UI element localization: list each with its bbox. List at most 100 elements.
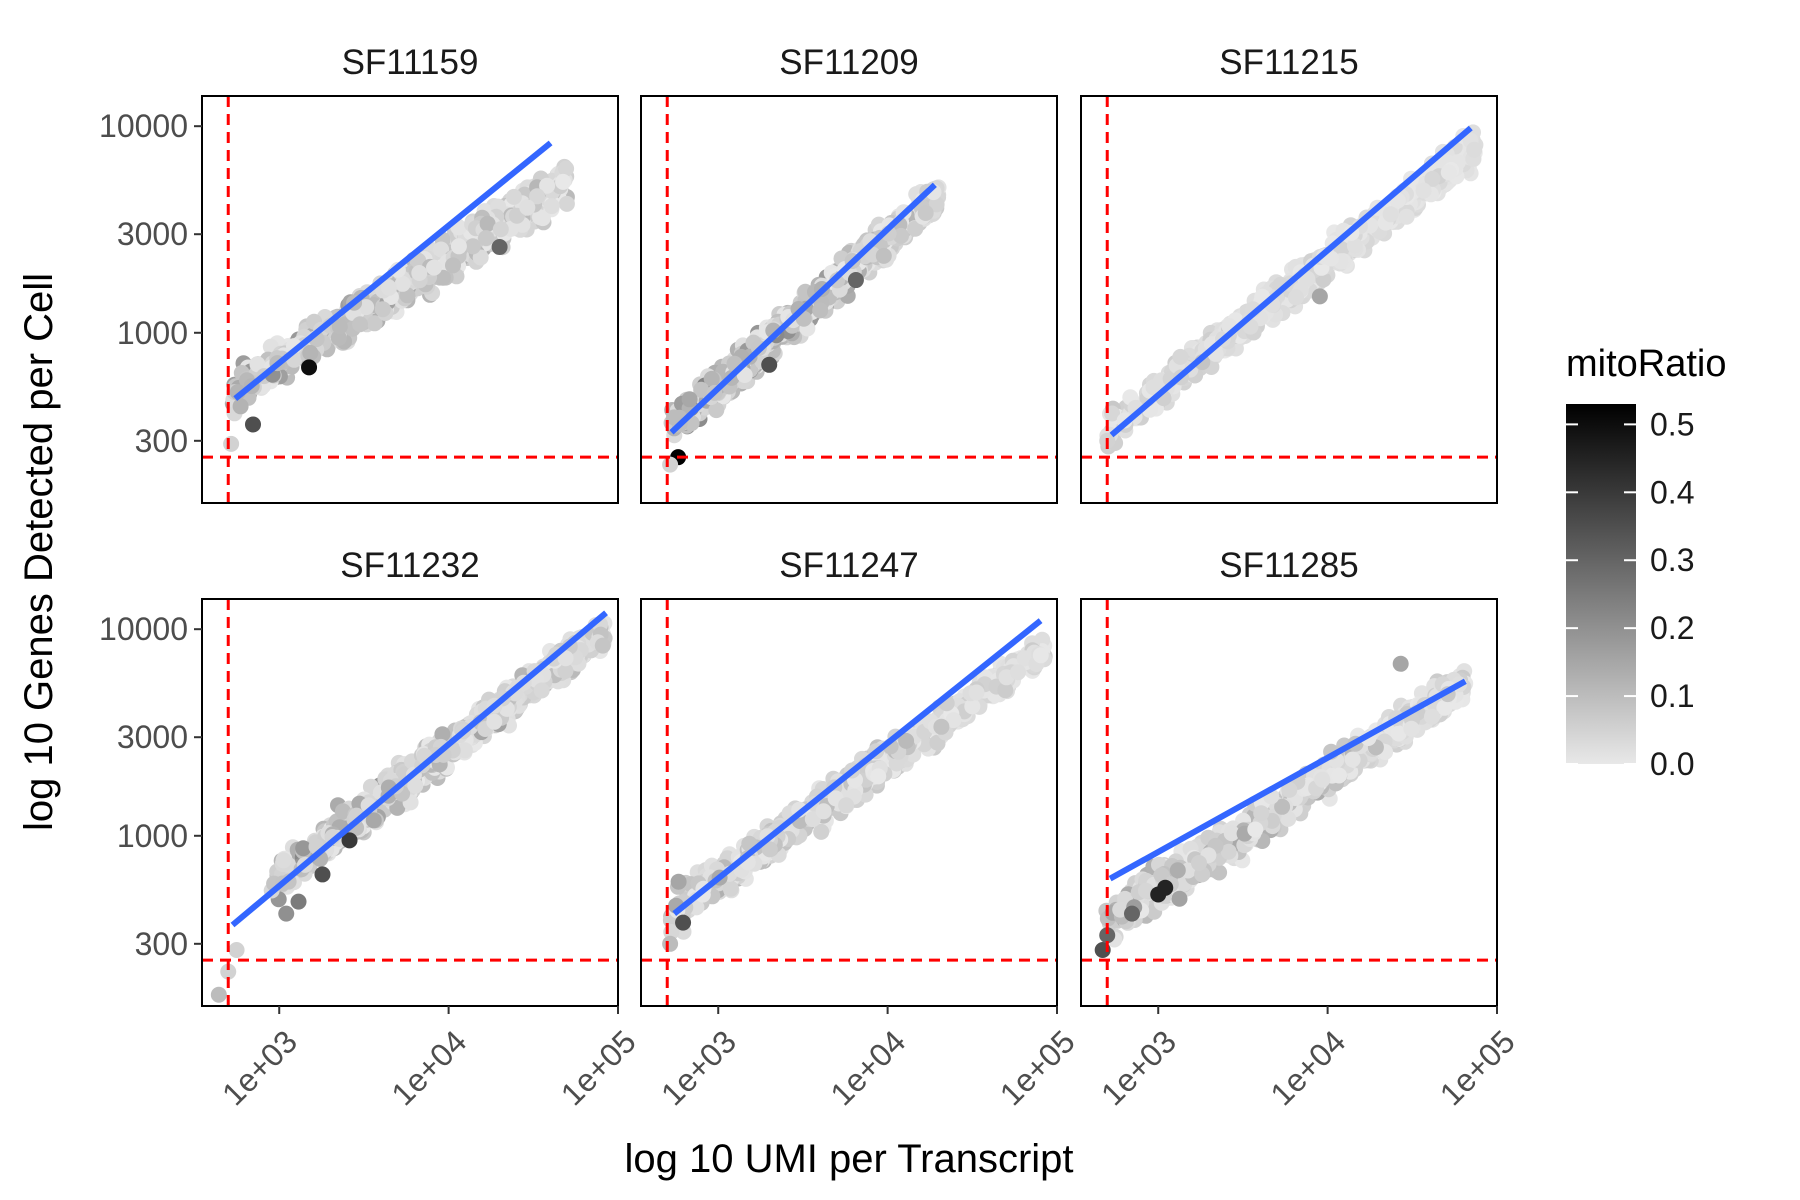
cell-point [433,241,450,258]
cell-point [1191,855,1207,871]
cell-point [539,177,556,194]
cell-point [472,249,489,266]
cell-point [888,755,905,772]
cell-point [532,209,548,226]
cell-point [1223,825,1240,842]
cell-point [662,456,679,473]
cell-point [1138,882,1154,899]
cell-point [314,866,331,883]
cell-point [1010,664,1026,681]
cell-point [1288,289,1304,306]
cell-point [964,698,981,715]
cell-point [1331,767,1348,784]
cell-point [1281,781,1298,798]
cell-point [450,238,467,255]
cell-point [491,239,508,256]
cell-point [1466,141,1483,158]
cell-point [1382,206,1399,223]
cell-point [847,272,864,289]
cell-point [1032,647,1049,664]
cell-point [1280,810,1297,827]
cell-point [681,391,698,408]
cell-point [1311,288,1328,305]
cell-point [232,398,249,415]
cell-point [366,315,383,332]
cell-point [478,230,494,247]
regression-line [1109,125,1473,438]
cell-point [533,682,550,699]
cell-point [479,215,496,232]
cell-point [870,768,887,785]
cell-point [278,905,295,922]
cell-point [1253,805,1270,822]
facet-sf11159: SF11159 300 1000 3000 10000 [99,43,619,504]
cell-point [1424,170,1441,187]
cell-point [1172,348,1189,365]
cell-point [1392,655,1409,672]
panel-plot-area [641,96,1057,503]
cell-point [813,823,830,840]
y-tick-label: 300 [135,926,188,962]
x-tick-label: 1e+05 [993,1023,1082,1112]
cell-point [907,220,924,237]
facet-sf11215: SF11215 [1080,43,1498,504]
y-tick-label: 3000 [117,719,188,755]
cell-point [275,852,292,869]
regression-line [1108,678,1467,882]
cell-point [434,726,451,743]
cell-point [352,316,369,333]
cell-point [492,221,509,238]
legend-tick-label: 0.5 [1650,406,1694,442]
cell-point [557,663,574,679]
cell-point [220,963,237,980]
cell-point [1346,237,1363,254]
x-axis-title: log 10 UMI per Transcript [624,1137,1073,1181]
cell-point [290,893,307,910]
cell-point [1314,771,1331,788]
facet-sf11232: SF11232 300 1000 3000 10000 1e+03 1e+04 1e+05 [99,546,643,1112]
cell-point [295,840,312,857]
cell-point [358,299,375,316]
cell-point [893,227,909,244]
cell-point [594,637,611,654]
cell-point [675,914,692,931]
y-tick-label: 10000 [99,611,188,647]
facet-panels: SF11159 300 1000 3000 10000 SF11209 SF11215 SF1… [99,43,1522,1112]
cell-point [1220,843,1237,860]
cell-point [557,650,574,667]
x-tick-label: 1e+03 [654,1023,743,1112]
cell-point [917,205,934,221]
cell-point [407,777,424,794]
cell-point [722,880,739,897]
cell-point [812,302,829,319]
cell-point [1424,708,1440,725]
y-tick-label: 300 [135,423,188,459]
facet-title: SF11232 [340,546,479,585]
legend-tick-label: 0.1 [1650,678,1694,714]
cell-point [411,265,428,281]
regression-line [230,610,608,928]
facet-sf11285: SF11285 1e+03 1e+04 1e+05 [1080,546,1522,1112]
cell-point [1157,879,1174,896]
cell-point [223,435,240,452]
cell-point [381,279,397,296]
cell-point [1123,905,1140,922]
cell-point [529,188,546,205]
cell-point [302,344,319,361]
cell-point [331,318,348,335]
panel-plot-area [202,599,618,1006]
x-tick-label: 1e+05 [554,1023,643,1112]
cell-point [1247,821,1264,838]
cell-point [1171,890,1188,907]
y-tick-label: 3000 [117,216,188,252]
cell-point [301,359,318,376]
x-tick-label: 1e+04 [1263,1023,1352,1112]
x-tick-label: 1e+04 [384,1023,473,1112]
x-tick-label: 1e+05 [1433,1023,1522,1112]
y-tick-label: 1000 [117,315,188,351]
legend-tick-label: 0.0 [1650,746,1694,782]
cell-point [662,935,679,952]
x-tick-label: 1e+03 [215,1023,304,1112]
x-tick-label: 1e+03 [1094,1023,1183,1112]
cell-point [688,899,705,916]
